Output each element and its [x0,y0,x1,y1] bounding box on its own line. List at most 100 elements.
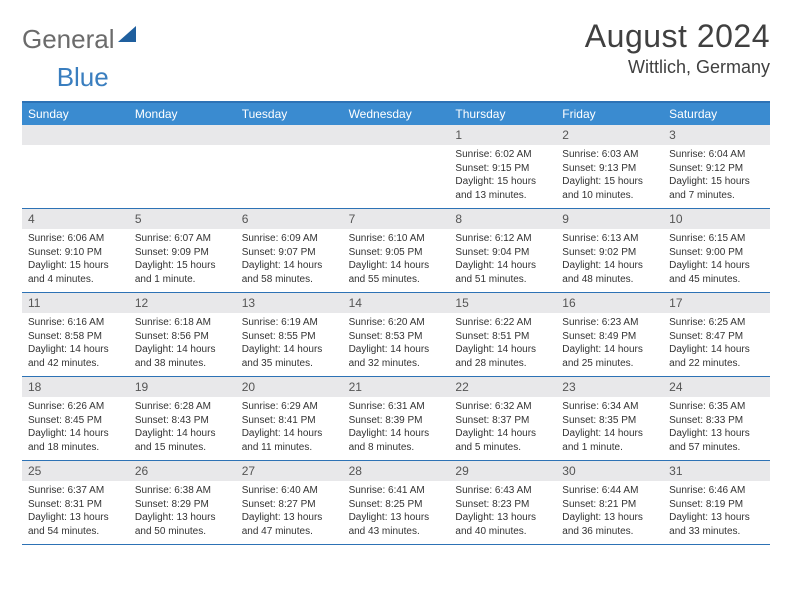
detail-line: Daylight: 15 hours [669,175,764,189]
detail-line: Daylight: 13 hours [28,511,123,525]
detail-line: Daylight: 14 hours [455,259,550,273]
detail-line: Sunrise: 6:44 AM [562,484,657,498]
day-number: 10 [663,209,770,229]
day-number: 9 [556,209,663,229]
detail-line: Daylight: 14 hours [562,427,657,441]
logo-word2: Blue [57,62,109,92]
day-of-week-cell: Tuesday [236,103,343,125]
detail-line: Sunset: 8:55 PM [242,330,337,344]
detail-line: Sunset: 8:53 PM [349,330,444,344]
day-details: Sunrise: 6:28 AMSunset: 8:43 PMDaylight:… [129,397,236,460]
detail-line: Sunset: 8:58 PM [28,330,123,344]
detail-line: Sunset: 8:51 PM [455,330,550,344]
detail-line: and 47 minutes. [242,525,337,539]
detail-line: Daylight: 13 hours [669,511,764,525]
detail-line: Sunrise: 6:18 AM [135,316,230,330]
day-details: Sunrise: 6:34 AMSunset: 8:35 PMDaylight:… [556,397,663,460]
day-number: 19 [129,377,236,397]
detail-line: Sunrise: 6:03 AM [562,148,657,162]
detail-line: and 1 minute. [562,441,657,455]
detail-line: Sunset: 9:12 PM [669,162,764,176]
day-number: 23 [556,377,663,397]
week-block: 45678910Sunrise: 6:06 AMSunset: 9:10 PMD… [22,209,770,293]
detail-line: Sunrise: 6:04 AM [669,148,764,162]
daynum-strip: 18192021222324 [22,377,770,397]
detail-line: Sunrise: 6:35 AM [669,400,764,414]
detail-line: Sunrise: 6:29 AM [242,400,337,414]
detail-line: Daylight: 13 hours [669,427,764,441]
day-details: Sunrise: 6:07 AMSunset: 9:09 PMDaylight:… [129,229,236,292]
day-details [22,145,129,208]
day-number: 30 [556,461,663,481]
detail-line: Sunset: 8:33 PM [669,414,764,428]
detail-line: Sunset: 8:56 PM [135,330,230,344]
details-strip: Sunrise: 6:16 AMSunset: 8:58 PMDaylight:… [22,313,770,376]
day-number: 5 [129,209,236,229]
detail-line: Daylight: 14 hours [349,427,444,441]
detail-line: and 54 minutes. [28,525,123,539]
detail-line: Sunset: 9:05 PM [349,246,444,260]
day-details: Sunrise: 6:10 AMSunset: 9:05 PMDaylight:… [343,229,450,292]
week-block: 11121314151617Sunrise: 6:16 AMSunset: 8:… [22,293,770,377]
week-block: 123Sunrise: 6:02 AMSunset: 9:15 PMDaylig… [22,125,770,209]
detail-line: Sunset: 8:29 PM [135,498,230,512]
detail-line: Sunset: 8:25 PM [349,498,444,512]
detail-line: Sunset: 8:31 PM [28,498,123,512]
detail-line: and 7 minutes. [669,189,764,203]
detail-line: and 5 minutes. [455,441,550,455]
detail-line: Sunset: 8:39 PM [349,414,444,428]
detail-line: and 18 minutes. [28,441,123,455]
detail-line: and 22 minutes. [669,357,764,371]
day-details: Sunrise: 6:22 AMSunset: 8:51 PMDaylight:… [449,313,556,376]
day-of-week-cell: Thursday [449,103,556,125]
detail-line: Daylight: 13 hours [349,511,444,525]
detail-line: and 11 minutes. [242,441,337,455]
detail-line: Daylight: 14 hours [135,427,230,441]
week-block: 18192021222324Sunrise: 6:26 AMSunset: 8:… [22,377,770,461]
day-details: Sunrise: 6:46 AMSunset: 8:19 PMDaylight:… [663,481,770,544]
day-number: 26 [129,461,236,481]
detail-line: Sunrise: 6:41 AM [349,484,444,498]
day-details: Sunrise: 6:31 AMSunset: 8:39 PMDaylight:… [343,397,450,460]
month-title: August 2024 [585,18,770,55]
day-number: 25 [22,461,129,481]
detail-line: Sunset: 8:23 PM [455,498,550,512]
day-number [236,125,343,145]
detail-line: and 45 minutes. [669,273,764,287]
detail-line: and 57 minutes. [669,441,764,455]
day-number: 6 [236,209,343,229]
day-number: 14 [343,293,450,313]
day-details: Sunrise: 6:06 AMSunset: 9:10 PMDaylight:… [22,229,129,292]
detail-line: Sunrise: 6:38 AM [135,484,230,498]
detail-line: Daylight: 15 hours [28,259,123,273]
detail-line: Sunset: 8:49 PM [562,330,657,344]
detail-line: Sunrise: 6:16 AM [28,316,123,330]
detail-line: Sunset: 8:21 PM [562,498,657,512]
detail-line: Sunset: 8:43 PM [135,414,230,428]
detail-line: Sunset: 8:19 PM [669,498,764,512]
detail-line: Daylight: 13 hours [242,511,337,525]
day-details: Sunrise: 6:09 AMSunset: 9:07 PMDaylight:… [236,229,343,292]
detail-line: and 32 minutes. [349,357,444,371]
detail-line: and 50 minutes. [135,525,230,539]
day-details: Sunrise: 6:23 AMSunset: 8:49 PMDaylight:… [556,313,663,376]
detail-line: Sunset: 9:13 PM [562,162,657,176]
calendar: SundayMondayTuesdayWednesdayThursdayFrid… [22,101,770,545]
day-of-week-cell: Saturday [663,103,770,125]
day-details: Sunrise: 6:18 AMSunset: 8:56 PMDaylight:… [129,313,236,376]
detail-line: Sunset: 8:47 PM [669,330,764,344]
day-details: Sunrise: 6:32 AMSunset: 8:37 PMDaylight:… [449,397,556,460]
day-of-week-cell: Sunday [22,103,129,125]
day-number: 16 [556,293,663,313]
day-number: 13 [236,293,343,313]
day-number: 4 [22,209,129,229]
detail-line: Sunset: 8:35 PM [562,414,657,428]
detail-line: Daylight: 14 hours [455,427,550,441]
day-details: Sunrise: 6:03 AMSunset: 9:13 PMDaylight:… [556,145,663,208]
detail-line: and 25 minutes. [562,357,657,371]
detail-line: Sunrise: 6:40 AM [242,484,337,498]
logo-word1: General [22,24,115,55]
daynum-strip: 123 [22,125,770,145]
day-number: 18 [22,377,129,397]
day-number: 29 [449,461,556,481]
